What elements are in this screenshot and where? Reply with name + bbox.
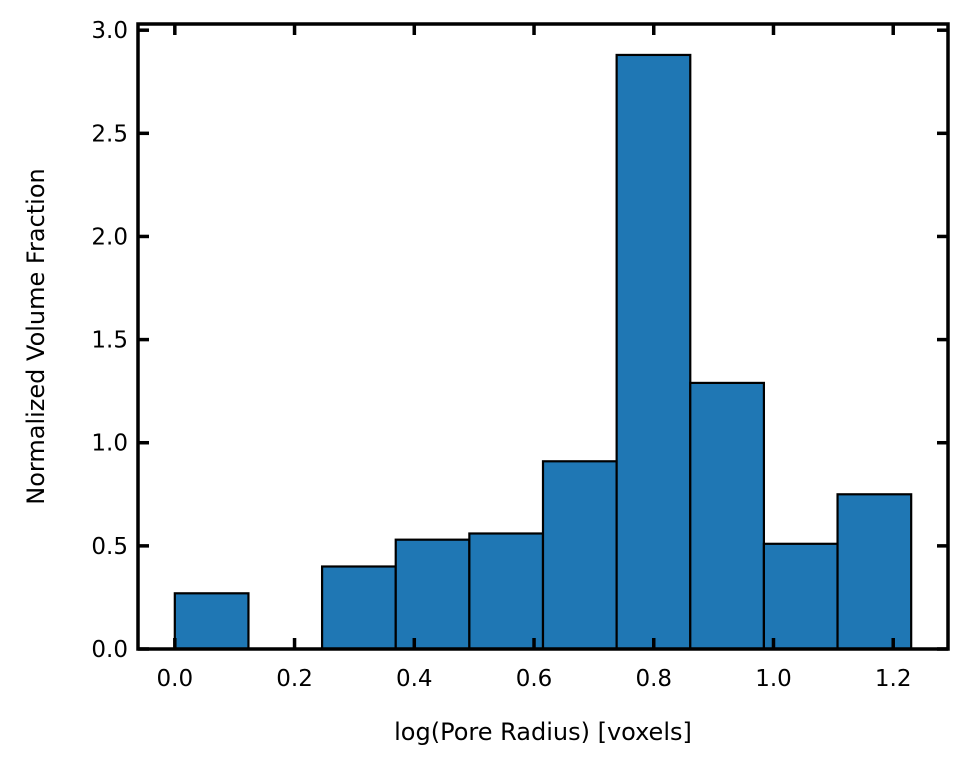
y-axis-label: Normalized Volume Fraction [22, 168, 50, 504]
histogram-bars [173, 53, 913, 651]
y-tick-label: 0.5 [91, 534, 128, 560]
plot-frame [136, 22, 950, 651]
histogram-bar [836, 493, 913, 651]
y-tick-label: 2.5 [91, 121, 128, 147]
y-tick-label: 0.0 [91, 637, 128, 663]
y-tick-label: 1.0 [91, 431, 128, 457]
y-tick-label: 1.5 [91, 328, 128, 354]
histogram-bar [320, 565, 397, 651]
x-tick-labels: 0.0 0.2 0.4 0.6 0.8 1.0 1.2 [157, 666, 912, 692]
y-tick-label: 3.0 [91, 18, 128, 44]
y-tick-labels: 0.0 0.5 1.0 1.5 2.0 2.5 3.0 [91, 18, 128, 663]
y-tick-label: 2.0 [91, 224, 128, 250]
x-tick-label: 0.0 [157, 666, 194, 692]
histogram-bar [173, 592, 250, 651]
x-tick-label: 0.2 [276, 666, 313, 692]
histogram-bar [762, 542, 839, 651]
x-axis-label: log(Pore Radius) [voxels] [394, 718, 692, 746]
x-tick-label: 0.8 [635, 666, 672, 692]
x-tick-label: 0.6 [516, 666, 553, 692]
histogram-bar [615, 53, 692, 651]
histogram-bar [468, 532, 545, 651]
axis-ticks [138, 24, 948, 651]
x-tick-label: 1.0 [755, 666, 792, 692]
x-tick-label: 0.4 [396, 666, 433, 692]
histogram-bar [689, 381, 766, 651]
histogram-bar [541, 460, 618, 651]
x-tick-label: 1.2 [875, 666, 912, 692]
histogram-bar [394, 538, 471, 651]
